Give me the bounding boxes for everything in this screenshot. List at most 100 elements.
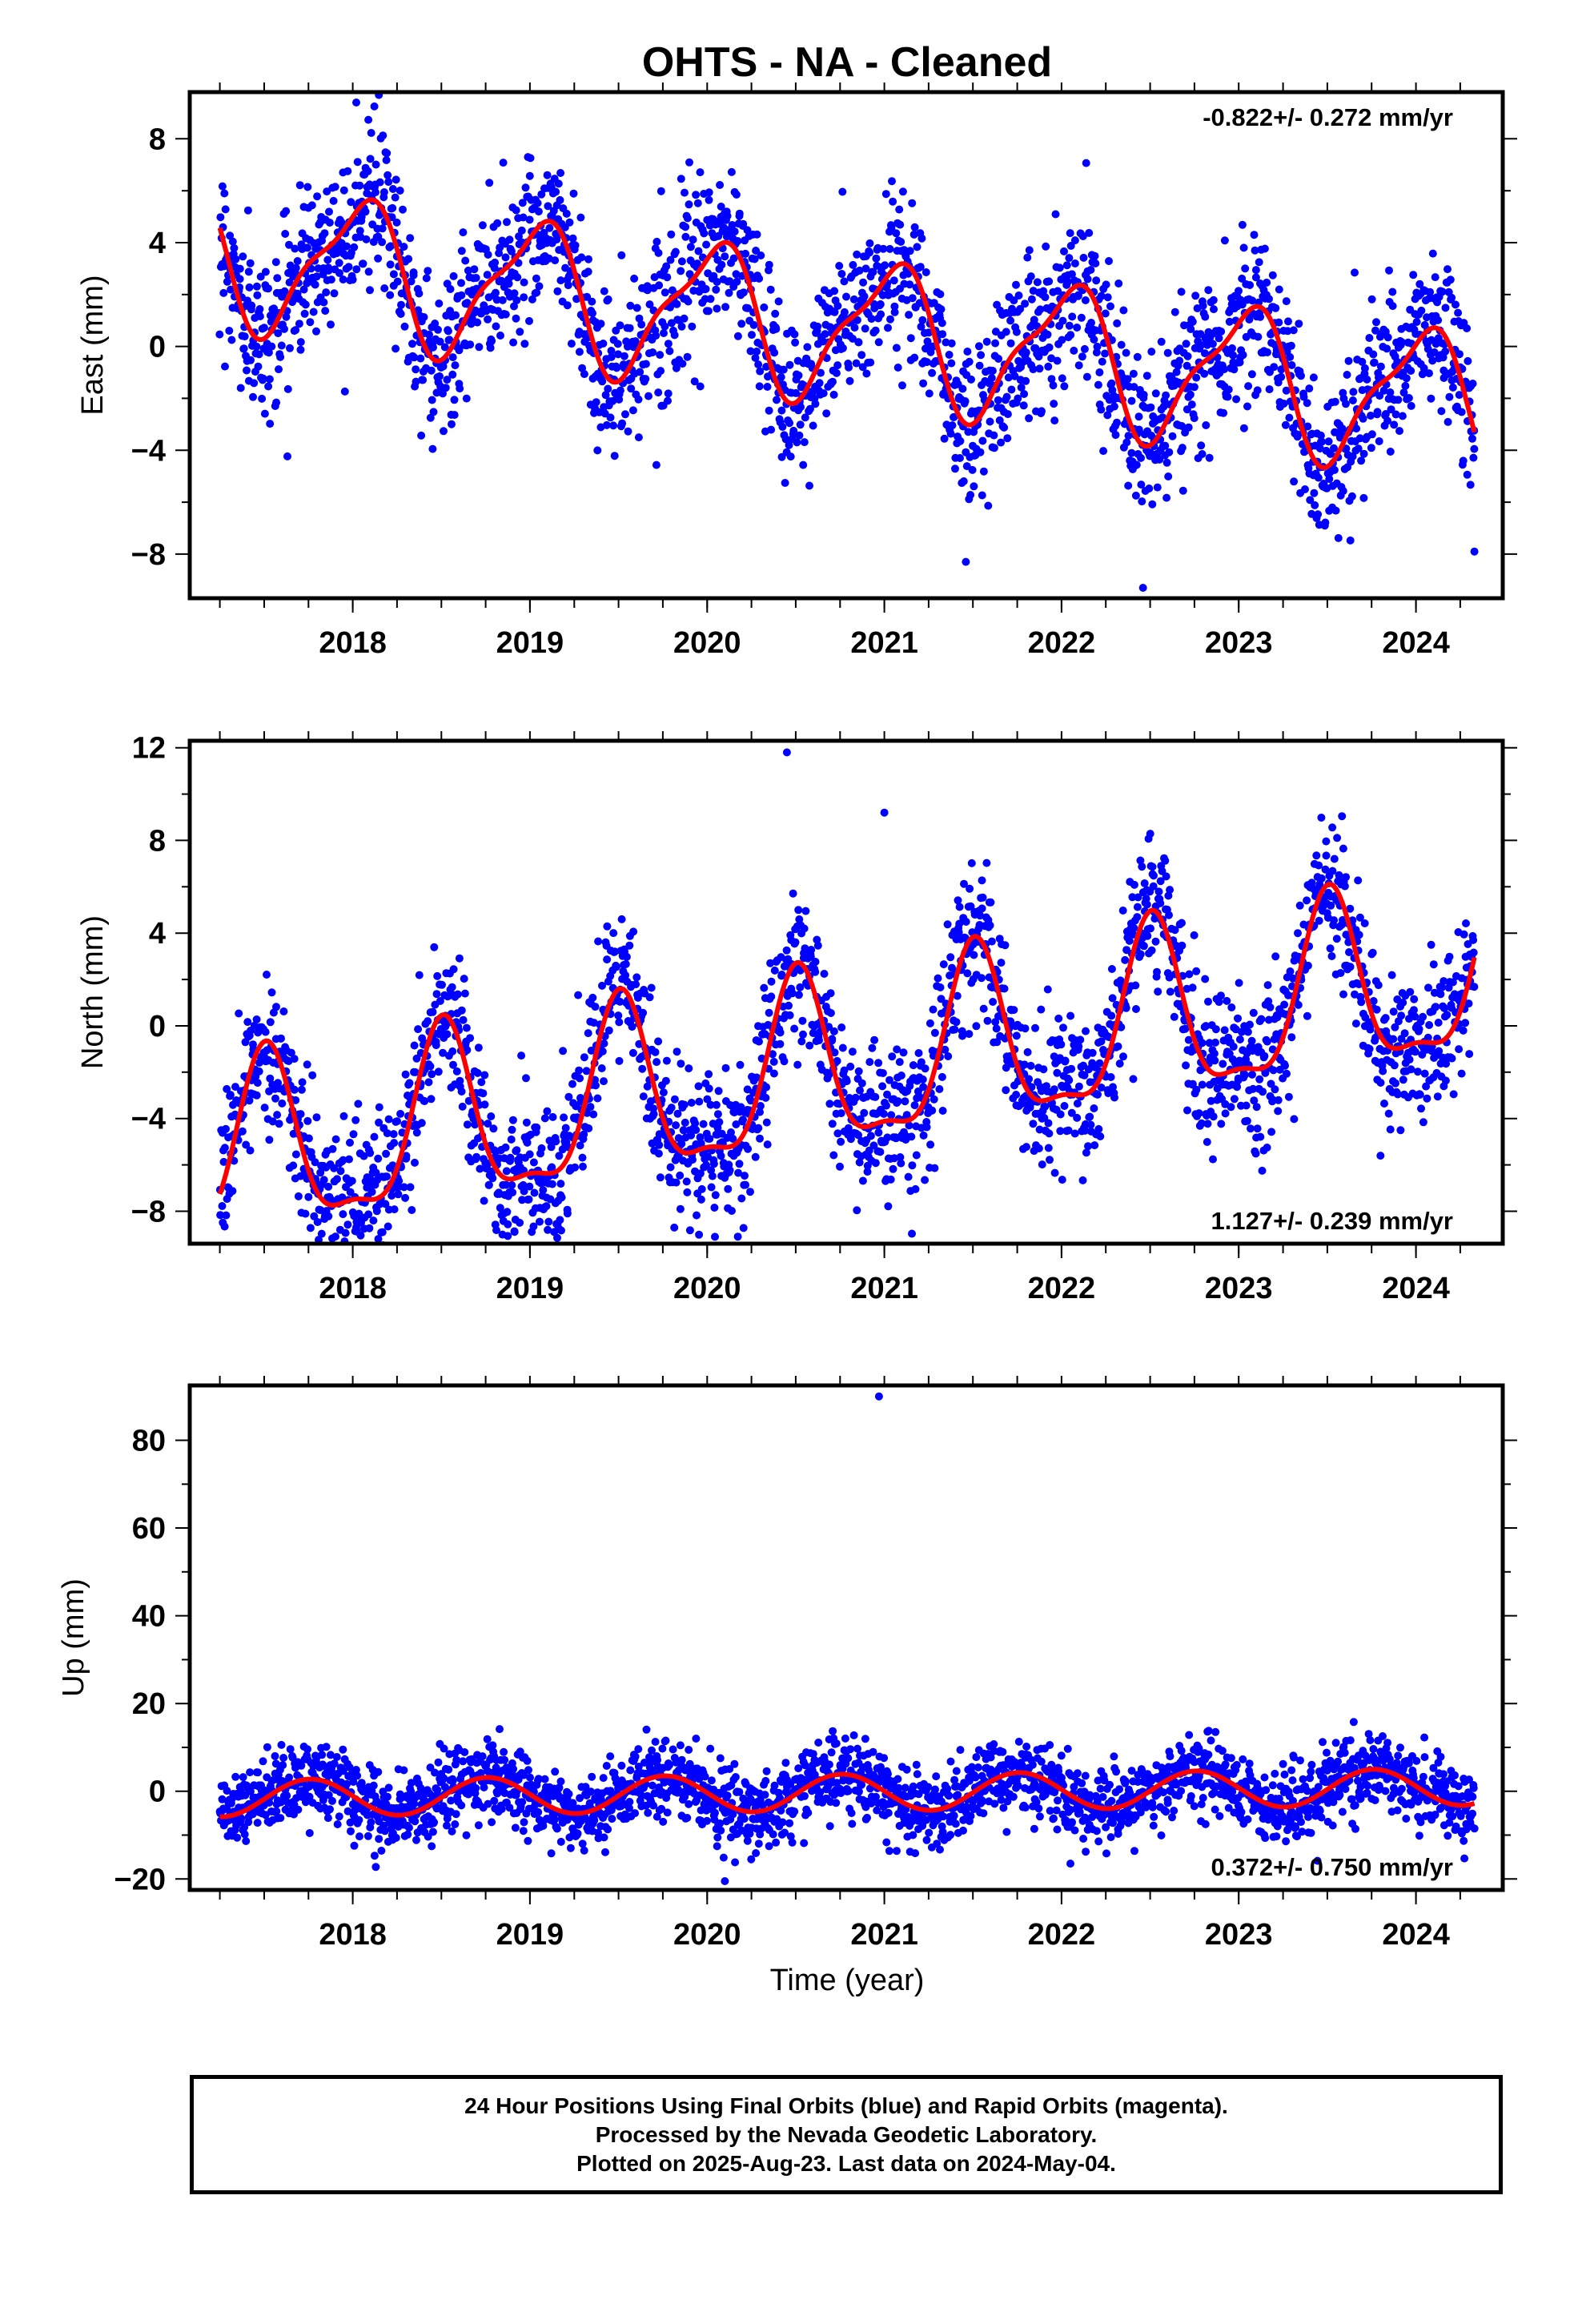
data-point — [905, 311, 913, 320]
data-point — [1415, 279, 1424, 288]
data-point — [1080, 1071, 1089, 1080]
data-point — [666, 255, 675, 264]
data-point — [343, 167, 352, 175]
data-point — [429, 343, 437, 352]
data-point — [427, 1095, 436, 1104]
data-point — [352, 99, 360, 107]
data-point — [666, 1163, 675, 1172]
data-point — [372, 1207, 381, 1216]
data-point — [1299, 392, 1308, 401]
data-point — [520, 293, 528, 302]
data-point — [440, 343, 449, 352]
data-point — [556, 169, 565, 177]
data-point — [1130, 383, 1138, 392]
data-point — [597, 1064, 606, 1072]
data-point — [1146, 830, 1154, 838]
data-point — [1166, 886, 1174, 895]
data-point — [938, 330, 947, 339]
data-point — [1383, 333, 1392, 342]
data-point — [840, 308, 849, 316]
data-point — [1000, 984, 1009, 993]
data-point — [588, 297, 596, 306]
data-point — [1461, 1019, 1470, 1027]
data-point — [499, 159, 508, 167]
data-point — [867, 315, 876, 324]
data-point — [338, 1193, 347, 1202]
data-point — [261, 1027, 270, 1036]
data-point — [936, 290, 945, 299]
data-point — [1271, 952, 1280, 961]
data-point — [797, 403, 805, 412]
data-point — [972, 1022, 981, 1031]
data-point — [291, 263, 300, 272]
data-point — [1117, 1023, 1126, 1031]
data-point — [820, 970, 829, 978]
data-point — [375, 1103, 383, 1112]
east-panel: 2018 2019 2020 2021 2022 2023 2024840−4−8East … — [76, 82, 1517, 660]
data-point — [1010, 1006, 1018, 1015]
data-point — [1200, 369, 1209, 378]
data-point — [1386, 448, 1395, 456]
data-point — [1201, 312, 1210, 321]
data-point — [1250, 1096, 1259, 1105]
data-point — [231, 1083, 239, 1092]
data-point — [1184, 423, 1193, 432]
data-point — [1359, 449, 1368, 458]
data-point — [897, 238, 905, 246]
data-point — [1210, 305, 1218, 314]
data-point — [1201, 975, 1210, 983]
data-point — [1227, 1003, 1236, 1011]
data-point — [319, 270, 327, 279]
data-point — [599, 340, 608, 348]
data-point — [320, 229, 329, 238]
data-point — [449, 965, 458, 974]
data-point — [1447, 1054, 1456, 1063]
data-point — [1104, 1089, 1113, 1098]
data-point — [584, 255, 592, 263]
data-point — [1105, 257, 1113, 265]
data-point — [1182, 1061, 1191, 1070]
data-point — [1355, 913, 1364, 922]
data-point — [395, 1176, 404, 1185]
data-point — [777, 406, 786, 415]
data-point — [1470, 444, 1479, 453]
x-tick-label: 2021 — [850, 1272, 918, 1305]
data-point — [589, 1110, 598, 1119]
data-point — [805, 1041, 814, 1050]
data-point — [1443, 265, 1452, 274]
data-point — [278, 1099, 287, 1108]
data-point — [1060, 1102, 1069, 1110]
data-point — [1182, 361, 1191, 370]
data-point — [582, 1067, 591, 1076]
data-point — [417, 1119, 426, 1128]
data-point — [723, 211, 732, 220]
data-point — [448, 353, 457, 362]
data-point — [324, 266, 333, 275]
data-point — [833, 1056, 841, 1065]
data-point — [551, 256, 560, 265]
data-point — [1411, 1012, 1419, 1021]
data-point — [1368, 948, 1377, 957]
data-point — [1390, 420, 1399, 429]
data-point — [1470, 547, 1479, 556]
data-point — [1156, 899, 1165, 907]
data-point — [594, 937, 603, 946]
data-point — [629, 927, 638, 936]
data-point — [705, 1135, 714, 1143]
data-point — [1260, 1051, 1269, 1060]
data-point — [439, 362, 448, 371]
data-point — [1211, 1038, 1219, 1047]
data-point — [1247, 370, 1256, 379]
data-point — [1315, 916, 1323, 925]
data-point — [1220, 1026, 1229, 1035]
data-point — [710, 1204, 719, 1212]
data-point — [243, 1018, 252, 1027]
data-point — [621, 971, 630, 979]
data-point — [297, 1085, 306, 1094]
model-line — [217, 197, 1477, 471]
data-point — [695, 1097, 704, 1106]
data-point — [1459, 1026, 1468, 1035]
data-point — [415, 971, 424, 979]
data-point — [757, 251, 765, 259]
data-point — [533, 199, 542, 207]
